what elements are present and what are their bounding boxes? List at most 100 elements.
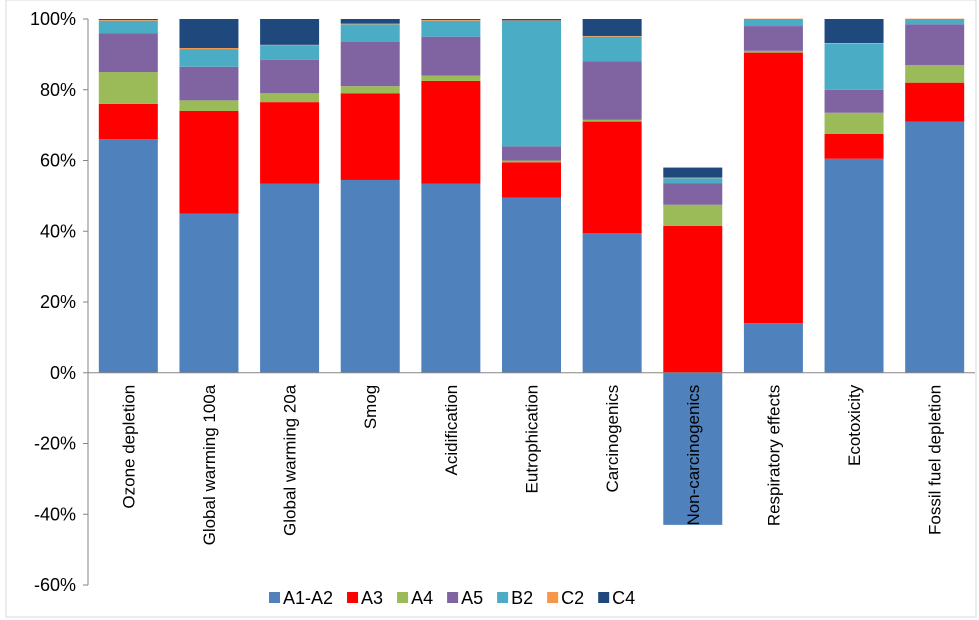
bar-segment-a1-a2 [340, 179, 400, 373]
bar-segment-b2 [179, 49, 239, 67]
bar-segment-c4 [340, 19, 400, 24]
bar-segment-c2 [663, 177, 723, 179]
bar-segment-c2 [340, 23, 400, 25]
legend-label: A1-A2 [283, 588, 333, 608]
bar-segment-c2 [824, 43, 884, 44]
bar-segment-b2 [824, 43, 884, 90]
legend-label: A3 [361, 588, 383, 608]
bar-segment-a3 [663, 225, 723, 373]
category-label: Ozone depletion [119, 385, 138, 509]
chart-area-border [5, 0, 977, 618]
bar-segment-c4 [502, 19, 561, 21]
bar-segment-a5 [743, 26, 803, 51]
bar-segment-c2 [179, 48, 239, 50]
bar-segment-c4 [663, 167, 723, 178]
category-label: Smog [361, 385, 380, 429]
bar-segment-b2 [340, 24, 400, 42]
legend-swatch [598, 592, 610, 603]
bar-segment-c4 [421, 19, 481, 21]
category-label: Global warming 20a [281, 384, 300, 536]
bar-segment-b2 [743, 19, 803, 27]
bar-segment-a1-a2 [743, 323, 803, 373]
y-tick-label: 60% [40, 151, 76, 171]
category-label: Carcinogenics [603, 385, 622, 493]
bar-segment-b2 [582, 36, 642, 62]
bar-segment-a4 [743, 50, 803, 53]
legend-label: A4 [411, 588, 433, 608]
y-tick-label: 40% [40, 221, 76, 241]
bar-segment-a3 [340, 93, 400, 180]
category-label: Global warming 100a [200, 384, 219, 545]
bar-segment-a4 [260, 93, 320, 103]
category-label: Ecotoxicity [845, 384, 864, 466]
bar-segment-a3 [260, 102, 320, 184]
bar-segment-a4 [582, 119, 642, 122]
bar-segment-c4 [582, 19, 642, 36]
bar-segment-b2 [663, 178, 723, 184]
category-label: Fossil fuel depletion [926, 385, 945, 535]
legend-label: C2 [561, 588, 584, 608]
bar-segment-a5 [260, 59, 320, 94]
bar-segment-a3 [502, 162, 561, 198]
bar-segment-c2 [260, 44, 320, 46]
bar-segment-c4 [98, 19, 158, 21]
bar-segment-c2 [421, 20, 481, 21]
y-tick-label: 20% [40, 292, 76, 312]
legend-swatch [347, 592, 359, 603]
y-tick-label: -20% [34, 434, 76, 454]
legend-swatch [497, 592, 509, 603]
bar-segment-a5 [340, 41, 400, 87]
category-label: Eutrophication [523, 385, 542, 494]
bar-segment-c2 [98, 20, 158, 21]
bar-segment-a1-a2 [824, 158, 884, 373]
legend-label: B2 [511, 588, 533, 608]
bar-segment-a1-a2 [502, 197, 561, 373]
bar-segment-a1-a2 [582, 233, 642, 373]
bar-segment-a5 [502, 146, 561, 161]
legend-swatch [397, 592, 409, 603]
bar-segment-a5 [98, 33, 158, 73]
bar-segment-a3 [743, 52, 803, 324]
y-tick-label: 100% [30, 9, 76, 29]
y-tick-label: 80% [40, 80, 76, 100]
legend-label: C4 [612, 588, 635, 608]
bar-segment-a3 [98, 103, 158, 140]
bar-segment-a1-a2 [421, 183, 481, 373]
bar-segment-b2 [98, 20, 158, 34]
legend-swatch [269, 592, 280, 603]
bar-segment-c2 [582, 35, 642, 37]
bar-segment-a1-a2 [98, 139, 158, 373]
bar-segment-c4 [824, 19, 884, 44]
bar-segment-c4 [179, 19, 239, 49]
bar-segment-a4 [663, 204, 723, 226]
bar-segment-a4 [98, 72, 158, 104]
bar-segment-a5 [824, 89, 884, 113]
bar-segment-a4 [824, 112, 884, 134]
bar-segment-a3 [582, 121, 642, 234]
bar-segment-a1-a2 [663, 372, 723, 525]
bar-segment-b2 [905, 19, 965, 25]
bar-segment-a3 [824, 133, 884, 159]
bar-segment-a4 [905, 64, 965, 83]
bar-segment-a1-a2 [260, 183, 320, 373]
bar-segment-a3 [421, 80, 481, 184]
category-label: Acidification [442, 385, 461, 476]
bar-segment-a1-a2 [905, 121, 965, 373]
category-label: Respiratory effects [764, 385, 783, 526]
bar-segment-a4 [421, 75, 481, 81]
y-tick-label: 0% [50, 363, 76, 383]
bar-segment-a3 [179, 110, 239, 214]
bar-segment-a4 [340, 86, 400, 94]
bars-layer [98, 18, 965, 525]
bar-segment-a1-a2 [179, 213, 239, 373]
y-tick-label: -60% [34, 575, 76, 595]
bar-segment-a5 [905, 24, 965, 65]
category-labels: Ozone depletion Global warming 100a Global… [119, 384, 944, 545]
bar-segment-a5 [179, 66, 239, 101]
bar-segment-b2 [502, 20, 561, 147]
legend-swatch [547, 592, 559, 603]
legend-label: A5 [461, 588, 483, 608]
bar-segment-a5 [663, 183, 723, 205]
category-label: Non-carcinogenics [684, 385, 703, 526]
